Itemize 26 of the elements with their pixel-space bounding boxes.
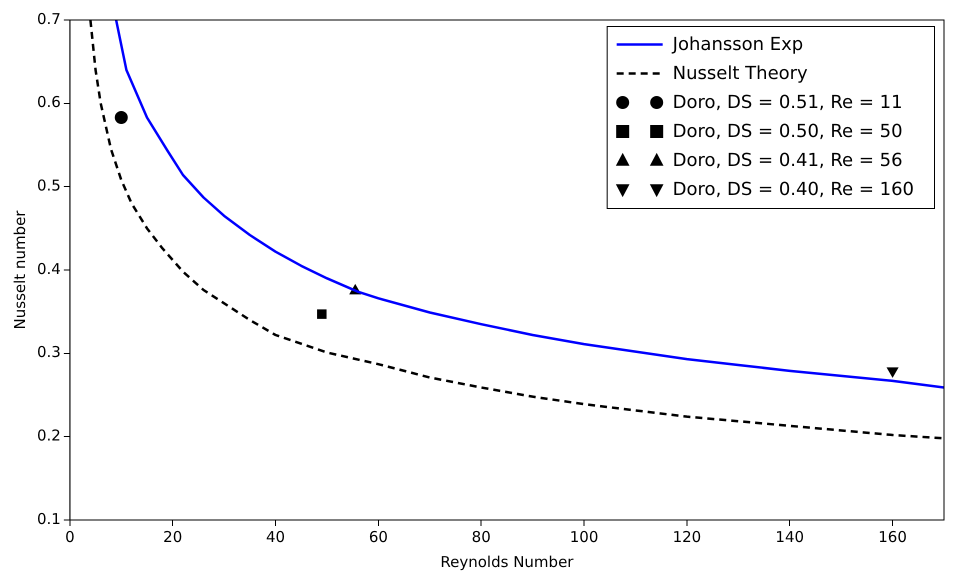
legend-label: Doro, DS = 0.50, Re = 50 bbox=[672, 121, 903, 142]
x-tick-label: 20 bbox=[163, 528, 182, 546]
legend-label: Nusselt Theory bbox=[672, 63, 808, 84]
y-tick-label: 0.6 bbox=[36, 93, 61, 112]
y-tick-label: 0.2 bbox=[36, 426, 61, 445]
y-tick-label: 0.7 bbox=[36, 10, 61, 28]
point bbox=[114, 111, 128, 124]
x-tick-label: 120 bbox=[672, 528, 702, 546]
x-tick-label: 0 bbox=[65, 528, 75, 546]
legend-label: Johansson Exp bbox=[672, 34, 804, 56]
y-tick-label: 0.4 bbox=[36, 260, 61, 278]
y-tick-label: 0.3 bbox=[36, 343, 61, 362]
x-axis-title: Reynolds Number bbox=[440, 552, 574, 571]
point bbox=[317, 309, 327, 319]
y-axis-title: Nusselt number bbox=[10, 210, 29, 330]
y-tick-label: 0.5 bbox=[36, 176, 61, 195]
y-tick-label: 0.1 bbox=[36, 510, 61, 528]
x-tick-label: 160 bbox=[878, 528, 907, 546]
x-tick-label: 60 bbox=[368, 528, 388, 546]
legend-label: Doro, DS = 0.51, Re = 11 bbox=[672, 92, 903, 114]
legend-label: Doro, DS = 0.41, Re = 56 bbox=[672, 150, 903, 172]
x-tick-label: 40 bbox=[266, 528, 286, 546]
legend-label: Doro, DS = 0.40, Re = 160 bbox=[672, 179, 914, 200]
x-tick-label: 80 bbox=[472, 528, 491, 546]
x-tick-label: 100 bbox=[570, 528, 598, 546]
x-tick-label: 140 bbox=[775, 528, 804, 546]
